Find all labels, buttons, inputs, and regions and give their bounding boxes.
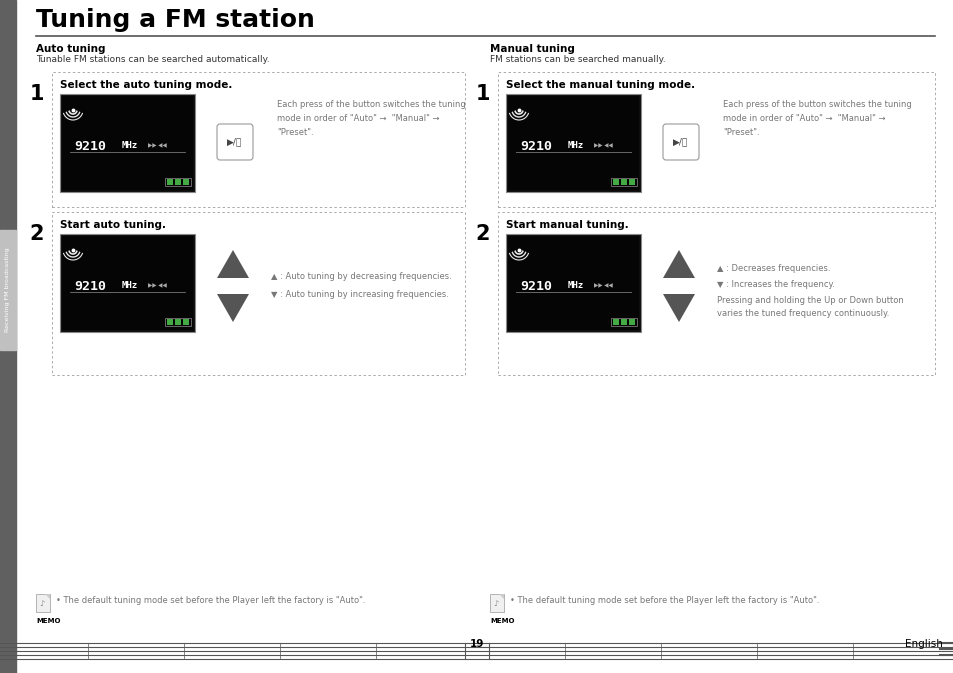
Bar	[507, 96, 639, 190]
Polygon shape	[662, 250, 695, 278]
FancyBboxPatch shape	[216, 124, 253, 160]
Text: ▲ : Decreases frequencies.: ▲ : Decreases frequencies.	[717, 264, 830, 273]
Bar	[62, 96, 193, 190]
Text: 9210: 9210	[519, 139, 552, 153]
Text: 19: 19	[469, 639, 484, 649]
Text: Start auto tuning.: Start auto tuning.	[60, 220, 166, 230]
Text: Pressing and holding the Up or Down button
varies the tuned frequency continuous: Pressing and holding the Up or Down butt…	[717, 296, 902, 318]
Bar	[52, 212, 464, 375]
Bar	[628, 179, 635, 185]
Polygon shape	[662, 294, 695, 322]
Bar	[60, 94, 194, 192]
Text: ▲ : Auto tuning by decreasing frequencies.: ▲ : Auto tuning by decreasing frequencie…	[271, 272, 452, 281]
Text: ▶▶ ◀◀: ▶▶ ◀◀	[594, 283, 612, 289]
Text: 9210: 9210	[74, 279, 106, 293]
Text: Tunable FM stations can be searched automatically.: Tunable FM stations can be searched auto…	[36, 55, 270, 64]
Text: ♪: ♪	[39, 600, 45, 608]
Text: Receiving FM broadcasting: Receiving FM broadcasting	[6, 248, 10, 332]
Text: 9210: 9210	[74, 139, 106, 153]
Bar	[610, 318, 637, 326]
Text: MHz: MHz	[122, 141, 138, 151]
Text: ▶/⏸: ▶/⏸	[227, 137, 242, 147]
Bar	[52, 72, 464, 207]
Bar	[165, 178, 191, 186]
Bar	[0, 0, 16, 673]
Text: ▶▶ ◀◀: ▶▶ ◀◀	[148, 283, 167, 289]
Bar	[174, 179, 181, 185]
Text: Tuning a FM station: Tuning a FM station	[36, 8, 314, 32]
Text: • The default tuning mode set before the Player left the factory is "Auto".: • The default tuning mode set before the…	[56, 596, 365, 605]
Bar	[60, 234, 194, 332]
Bar	[165, 318, 191, 326]
Polygon shape	[498, 594, 503, 599]
Bar	[183, 179, 189, 185]
Text: FM stations can be searched manually.: FM stations can be searched manually.	[490, 55, 665, 64]
Bar	[620, 319, 626, 325]
Text: 9210: 9210	[519, 279, 552, 293]
Text: ▶▶ ◀◀: ▶▶ ◀◀	[148, 143, 167, 149]
Text: MHz: MHz	[122, 281, 138, 291]
Text: 1: 1	[475, 84, 490, 104]
Text: Manual tuning: Manual tuning	[490, 44, 575, 54]
Bar	[183, 319, 189, 325]
Polygon shape	[216, 294, 249, 322]
Text: Auto tuning: Auto tuning	[36, 44, 106, 54]
FancyBboxPatch shape	[662, 124, 699, 160]
Bar	[167, 179, 172, 185]
Bar	[505, 94, 640, 192]
Text: • The default tuning mode set before the Player left the factory is "Auto".: • The default tuning mode set before the…	[510, 596, 819, 605]
Bar	[490, 594, 503, 612]
Text: ▶/⏸: ▶/⏸	[673, 137, 688, 147]
Text: ▼ : Auto tuning by increasing frequencies.: ▼ : Auto tuning by increasing frequencie…	[271, 290, 449, 299]
Text: Select the manual tuning mode.: Select the manual tuning mode.	[505, 80, 695, 90]
Bar	[610, 178, 637, 186]
Bar	[62, 236, 193, 330]
Text: MHz: MHz	[567, 281, 583, 291]
Bar	[174, 319, 181, 325]
Bar	[505, 234, 640, 332]
Text: ▼ : Increases the frequency.: ▼ : Increases the frequency.	[717, 280, 834, 289]
Bar	[620, 179, 626, 185]
Bar	[613, 319, 618, 325]
Bar	[497, 72, 934, 207]
Text: 2: 2	[30, 224, 44, 244]
Text: Each press of the button switches the tuning
mode in order of "Auto" →  "Manual": Each press of the button switches the tu…	[276, 100, 465, 137]
Bar	[628, 319, 635, 325]
Text: English: English	[904, 639, 942, 649]
Text: ▶▶ ◀◀: ▶▶ ◀◀	[594, 143, 612, 149]
Polygon shape	[216, 250, 249, 278]
Text: MEMO: MEMO	[36, 618, 60, 624]
Bar	[36, 594, 50, 612]
Text: MEMO: MEMO	[490, 618, 514, 624]
Text: MHz: MHz	[567, 141, 583, 151]
Text: Each press of the button switches the tuning
mode in order of "Auto" →  "Manual": Each press of the button switches the tu…	[722, 100, 911, 137]
Bar	[0, 230, 16, 350]
Text: 1: 1	[30, 84, 44, 104]
Text: 2: 2	[475, 224, 490, 244]
Bar	[497, 212, 934, 375]
Bar	[507, 236, 639, 330]
Bar	[167, 319, 172, 325]
Text: Select the auto tuning mode.: Select the auto tuning mode.	[60, 80, 233, 90]
Text: Start manual tuning.: Start manual tuning.	[505, 220, 628, 230]
Text: ♪: ♪	[493, 600, 498, 608]
Polygon shape	[45, 594, 50, 599]
Bar	[613, 179, 618, 185]
